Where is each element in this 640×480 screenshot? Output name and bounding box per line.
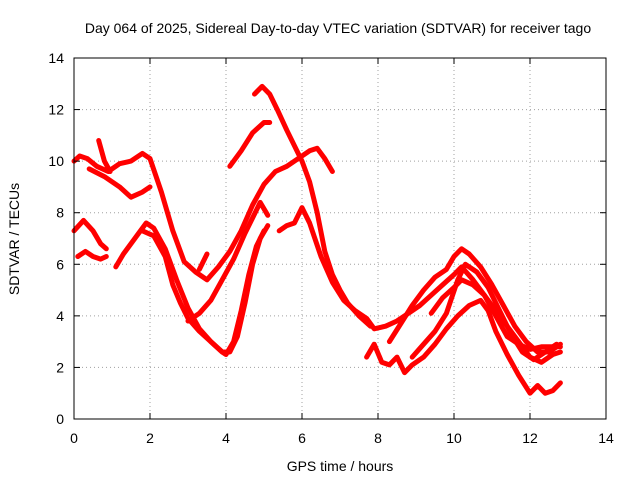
- series-track-9: [196, 251, 210, 272]
- series-track-4: [96, 138, 113, 174]
- x-tick-label: 10: [446, 430, 462, 446]
- y-tick-label: 0: [56, 411, 64, 427]
- series-layer: [71, 83, 563, 396]
- series-track-5: [86, 166, 153, 200]
- series-track-16: [428, 277, 563, 365]
- x-axis-ticks: 0 2 4 6 8 10 12 14: [70, 58, 614, 446]
- y-tick-label: 12: [48, 102, 64, 118]
- x-tick-label: 0: [70, 430, 78, 446]
- series-track-8: [185, 199, 271, 324]
- x-tick-label: 2: [146, 430, 154, 446]
- plot-frame: [73, 57, 607, 420]
- y-tick-label: 8: [56, 205, 64, 221]
- x-tick-label: 8: [374, 430, 382, 446]
- y-tick-label: 2: [56, 359, 64, 375]
- grid: [74, 58, 606, 419]
- x-axis-label: GPS time / hours: [287, 458, 394, 474]
- x-tick-label: 6: [298, 430, 306, 446]
- y-axis-ticks: 0 2 4 6 8 10 12 14: [48, 50, 606, 427]
- series-track-2: [71, 217, 109, 252]
- chart-title: Day 064 of 2025, Sidereal Day-to-day VTE…: [85, 20, 592, 36]
- x-tick-label: 12: [522, 430, 538, 446]
- x-tick-label: 14: [598, 430, 614, 446]
- series-track-14: [386, 246, 563, 355]
- series-track-13: [364, 297, 563, 396]
- y-axis-label: SDTVAR / TECUs: [6, 183, 22, 295]
- series-track-7: [139, 223, 271, 355]
- y-tick-label: 6: [56, 256, 64, 272]
- series-track-10: [227, 120, 273, 169]
- series-track-3: [75, 248, 109, 262]
- y-tick-label: 10: [48, 153, 64, 169]
- y-tick-label: 14: [48, 50, 64, 66]
- y-tick-label: 4: [56, 308, 64, 324]
- x-tick-label: 4: [222, 430, 230, 446]
